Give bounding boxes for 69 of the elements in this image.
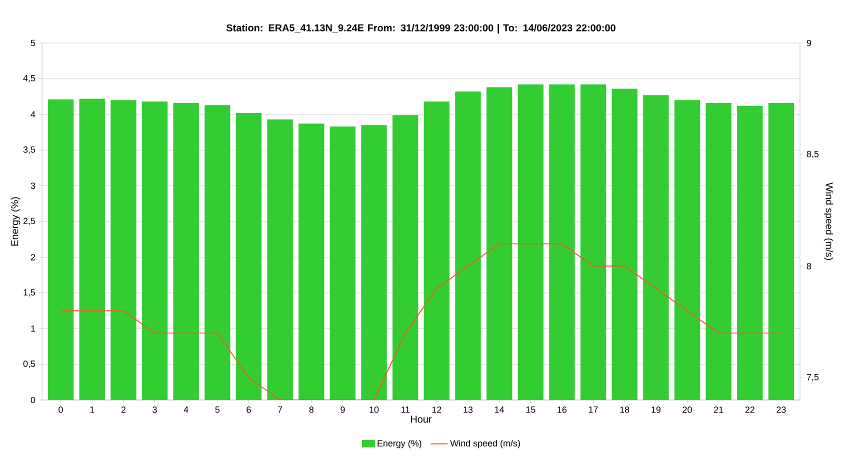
bar	[737, 106, 763, 400]
x-tick-label: 21	[714, 406, 724, 413]
x-tick-label: 17	[588, 406, 598, 413]
bar	[580, 84, 606, 400]
bar	[768, 102, 794, 400]
chart-title: Station: ERA5_41.13N_9.24E From: 31/12/1999 23:00:00 | To: 14/06/2023 22:00:00	[226, 24, 616, 34]
x-tick-label: 7	[278, 406, 282, 413]
y2-tick-label: 8,5	[806, 150, 819, 158]
bar	[392, 115, 418, 400]
y-tick-label: 2,5	[23, 218, 36, 226]
y-tick-label: 5	[30, 40, 36, 46]
bar	[549, 84, 575, 400]
x-tick-label: 4	[184, 406, 188, 413]
x-tick-label: 23	[776, 406, 786, 413]
bar	[455, 92, 481, 400]
bar	[79, 98, 105, 400]
bar	[142, 102, 168, 400]
y2-axis-title: Wind speed (m/s)	[824, 182, 834, 260]
bar	[110, 100, 136, 400]
x-tick-label: 2	[121, 406, 126, 413]
bar	[204, 105, 230, 400]
bar	[643, 95, 669, 400]
bar	[612, 88, 638, 400]
x-tick-label: 11	[401, 406, 410, 413]
bar	[267, 119, 293, 400]
x-tick-label: 15	[526, 406, 536, 413]
legend-label: Energy (%)	[378, 440, 422, 448]
y-tick-label: 1	[31, 326, 36, 332]
y-axis-title: Energy (%)	[10, 197, 20, 246]
x-axis-title: Hour	[411, 416, 432, 423]
x-tick-label: 5	[215, 406, 220, 413]
y-tick-label: 3	[30, 182, 36, 189]
x-tick-label: 13	[464, 406, 473, 413]
y-tick-label: 3,5	[23, 146, 36, 154]
bar	[486, 87, 512, 400]
x-tick-label: 8	[309, 406, 314, 413]
y-tick-label: 1,5	[24, 289, 36, 297]
x-tick-label: 19	[652, 406, 660, 413]
y-tick-label: 2	[30, 254, 36, 260]
y2-tick-label: 9	[806, 40, 812, 46]
bar	[424, 102, 450, 400]
bar	[298, 124, 324, 400]
bar	[173, 102, 199, 400]
y-tick-label: 0,5	[23, 360, 36, 368]
x-tick-label: 18	[620, 406, 630, 413]
bar	[674, 100, 700, 400]
x-tick-label: 14	[495, 406, 504, 413]
y2-tick-label: 7,5	[806, 374, 819, 382]
bar	[706, 102, 732, 400]
x-tick-label: 20	[682, 406, 692, 413]
bar	[361, 125, 387, 400]
x-tick-label: 9	[340, 406, 345, 413]
bar	[236, 112, 262, 400]
y-tick-label: 4,5	[23, 75, 36, 82]
y-tick-label: 0	[30, 396, 36, 404]
bar	[330, 126, 356, 400]
x-tick-label: 12	[432, 406, 442, 413]
x-tick-label: 0	[58, 406, 63, 413]
x-tick-label: 16	[558, 406, 567, 413]
x-tick-label: 1	[90, 406, 94, 413]
x-tick-label: 6	[246, 406, 251, 413]
y2-tick-label: 8	[806, 262, 812, 270]
bar	[518, 84, 544, 400]
x-tick-label: 3	[152, 406, 157, 413]
x-tick-label: 22	[745, 406, 754, 413]
y-tick-label: 4	[30, 111, 36, 118]
bar	[48, 99, 74, 400]
legend-label: Wind speed (m/s)	[450, 440, 520, 448]
x-tick-label: 10	[370, 406, 379, 413]
